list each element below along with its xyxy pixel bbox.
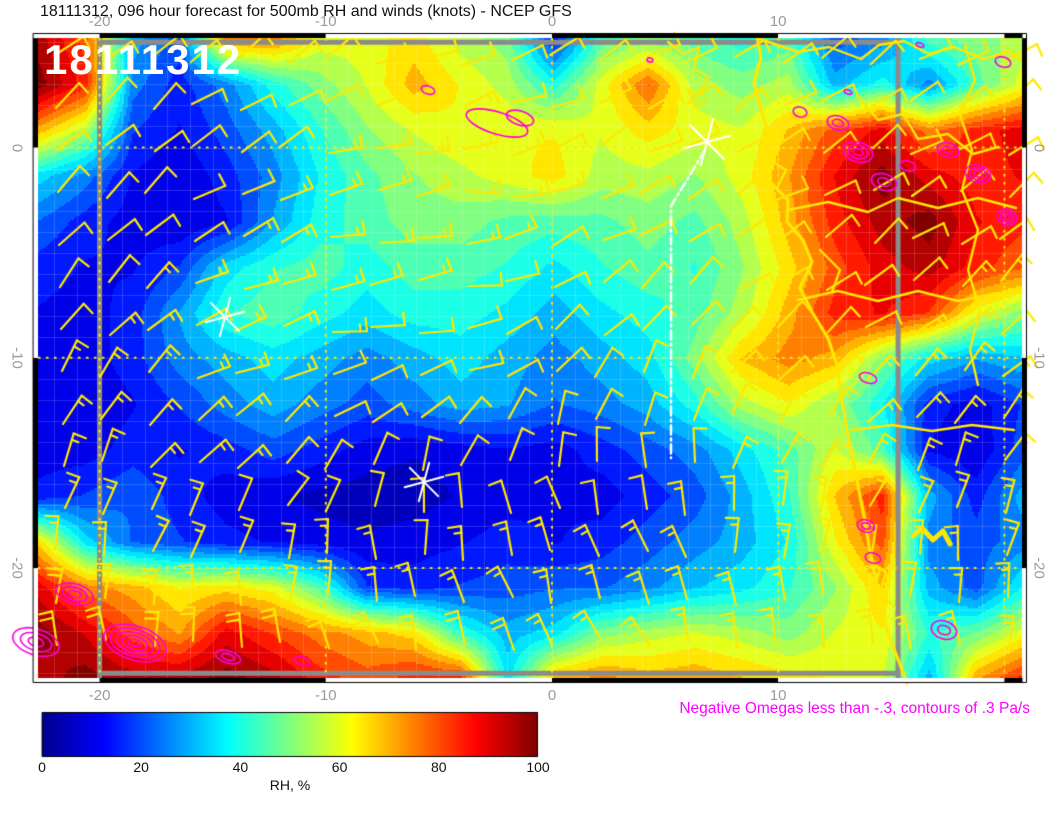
colorbar-tick-0: 0 [38, 759, 46, 775]
colorbar-tick-60: 60 [331, 759, 348, 775]
top-axis-tick-10: 10 [769, 13, 787, 30]
bottom-axis-tick--10: -10 [314, 687, 337, 704]
colorbar-tick-80: 80 [431, 759, 447, 775]
colorbar-tick-100: 100 [526, 759, 550, 775]
colorbar-tick-20: 20 [133, 759, 149, 775]
colorbar-axis-label: RH, % [269, 777, 311, 793]
colorbar-tick-40: 40 [232, 759, 249, 775]
map-run-label: 18111312 [44, 36, 243, 83]
left-axis-tick--20: -20 [8, 557, 26, 579]
bottom-axis-tick-0: 0 [547, 687, 557, 704]
top-axis-tick-0: 0 [547, 13, 557, 30]
right-axis-tick-0: 0 [1030, 143, 1048, 152]
right-axis-tick--20: -20 [1030, 557, 1048, 579]
bottom-axis-tick-10: 10 [769, 687, 787, 704]
top-axis-tick--10: -10 [314, 13, 337, 30]
omega-annotation: Negative Omegas less than -.3, contours … [679, 700, 1030, 717]
right-axis-tick--10: -10 [1030, 346, 1048, 369]
top-axis-tick--20: -20 [88, 13, 111, 30]
bottom-axis-tick--20: -20 [88, 687, 111, 704]
left-axis-tick-0: 0 [8, 143, 26, 152]
left-axis-tick--10: -10 [8, 346, 26, 369]
